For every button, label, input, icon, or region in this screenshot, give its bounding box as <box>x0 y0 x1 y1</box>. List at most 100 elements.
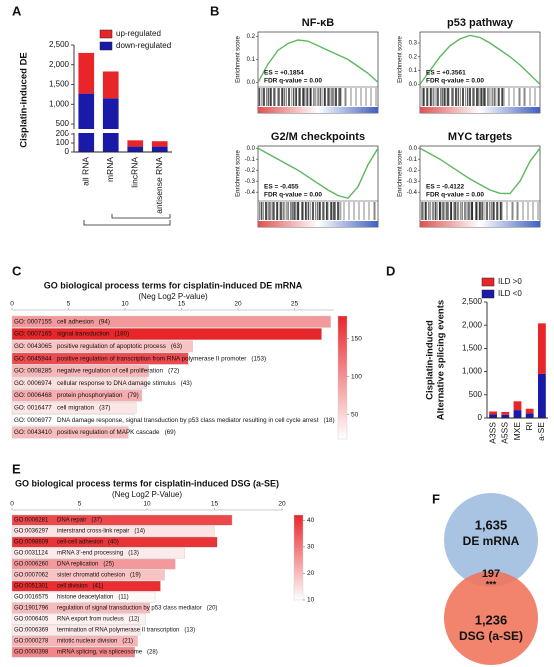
overlap-count: 197 <box>482 568 500 580</box>
y-tick-label: 0.2 <box>409 54 418 60</box>
go-id: GO:0000398 <box>14 650 49 656</box>
y-tick-label: 0.2 <box>247 34 256 40</box>
bar-segment <box>78 52 95 94</box>
es-label: ES = -0.455 <box>264 184 299 191</box>
y-tick-label: 1,500 <box>49 80 70 89</box>
legend-label: ILD >0 <box>498 277 522 286</box>
go-id: GO:0016575 <box>14 595 49 601</box>
go-id: GO:0036297 <box>14 529 49 535</box>
bar <box>11 591 156 603</box>
es-label: ES = -0.4122 <box>426 184 465 191</box>
bar <box>11 401 137 414</box>
colorbar-label: 50 <box>351 411 359 418</box>
bar <box>11 624 141 636</box>
go-term: cellular response to DNA damage stimulus <box>57 380 176 387</box>
legend-swatch <box>99 29 113 39</box>
go-term: positive regulation of MAPK cascade <box>57 429 160 436</box>
panel-letter: C <box>12 263 22 278</box>
set-name: DSG (a-SE) <box>459 629 523 643</box>
enrichment-curve <box>257 147 379 200</box>
colorbar-label: 40 <box>307 517 315 524</box>
go-term: signal transduction <box>57 331 110 338</box>
y-tick-label: 1,000 <box>462 367 483 376</box>
x-tick-label: MXE <box>512 422 522 441</box>
go-id: GO: 0043410 <box>14 429 52 436</box>
go-count: (72) <box>168 368 179 375</box>
bar-segment <box>127 140 144 147</box>
colorbar-label: 20 <box>307 570 315 577</box>
bar <box>11 328 322 340</box>
go-term: RNA export from nucleus <box>57 617 124 623</box>
bar <box>11 569 165 581</box>
y-tick-label: -0.1 <box>407 157 418 163</box>
plot-title: G2/M checkpoints <box>271 131 365 143</box>
chart-subtitle: (Neg Log2 P-Value) <box>112 490 182 499</box>
go-term: sister chromatid cohesion <box>57 573 125 579</box>
x-tick-label: 5 <box>67 301 71 308</box>
y-tick-label: 2,500 <box>49 40 70 49</box>
go-count: (13) <box>128 551 139 557</box>
rank-bar <box>258 107 378 113</box>
colorbar <box>293 514 304 601</box>
go-count: (94) <box>99 318 110 325</box>
colorbar <box>337 315 348 440</box>
panel-letter: D <box>386 263 395 278</box>
venn-set <box>444 571 538 665</box>
x-tick-label: 20 <box>278 501 286 508</box>
colorbar-label: 150 <box>351 335 362 342</box>
go-id: GO: 0007155 <box>14 318 52 325</box>
chart-title: GO biological process terms for cisplati… <box>44 280 303 290</box>
go-count: (41) <box>93 584 104 590</box>
y-tick-label: 2,000 <box>49 60 70 69</box>
go-term: negative regulation of cell proliferatio… <box>57 368 164 375</box>
panel-letter: A <box>12 3 22 18</box>
fdr-label: FDR q-value = 0.00 <box>264 78 322 85</box>
go-term: interstrand cross-link repair <box>57 529 129 535</box>
go-term: DNA repair <box>57 518 86 524</box>
bar-segment <box>127 146 144 152</box>
bar <box>11 365 149 377</box>
bar <box>11 602 150 614</box>
y-tick-label: 0.0 <box>409 146 418 152</box>
x-tick-label: mRNA <box>105 157 115 182</box>
go-term: mRNA splicing, via spliceosome <box>57 650 143 656</box>
axis-break <box>68 129 174 133</box>
bar <box>11 635 138 647</box>
go-term: regulation of signal transduction by p53… <box>57 606 202 612</box>
bar-segment <box>501 414 510 418</box>
rank-bar <box>258 221 378 227</box>
go-id: GO:0007062 <box>14 573 49 579</box>
overlap-annotation: *** <box>486 579 497 589</box>
go-id: GO:0000278 <box>14 639 49 645</box>
bar-segment <box>102 71 119 99</box>
x-tick-label: 0 <box>10 501 14 508</box>
y-tick-label: 0 <box>478 413 483 422</box>
bar-segment <box>151 146 168 152</box>
legend-swatch <box>99 41 113 51</box>
go-term: DNA damage response, signal transduction… <box>57 417 319 424</box>
legend-swatch <box>481 289 495 299</box>
y-tick-label: -0.2 <box>407 168 418 174</box>
go-count: (13) <box>184 628 195 634</box>
y-tick-label: 0.3 <box>409 41 418 47</box>
x-tick-label: all RNA <box>81 157 91 186</box>
go-count: (19) <box>130 573 141 579</box>
go-id: GO: 0006974 <box>14 380 52 387</box>
x-tick-label: lincRNA <box>130 157 140 188</box>
bar <box>11 340 193 353</box>
panel-a-brackets <box>83 214 171 226</box>
bar-segment <box>151 141 168 147</box>
legend-label: ILD <0 <box>498 289 522 298</box>
y-tick-label: -0.4 <box>407 190 418 196</box>
rank-bar <box>420 107 540 113</box>
panel-letter: F <box>432 491 440 506</box>
go-id: GO: 0006468 <box>14 392 52 399</box>
go-id: GO:0006281 <box>14 518 49 524</box>
go-term: mitotic nuclear division <box>57 639 117 645</box>
bracket <box>83 220 171 226</box>
go-term: protein phosphorylation <box>57 392 123 399</box>
y-tick-label: 0.0 <box>247 146 256 152</box>
go-id: GO:0031124 <box>14 551 49 557</box>
go-count: (43) <box>181 380 192 387</box>
